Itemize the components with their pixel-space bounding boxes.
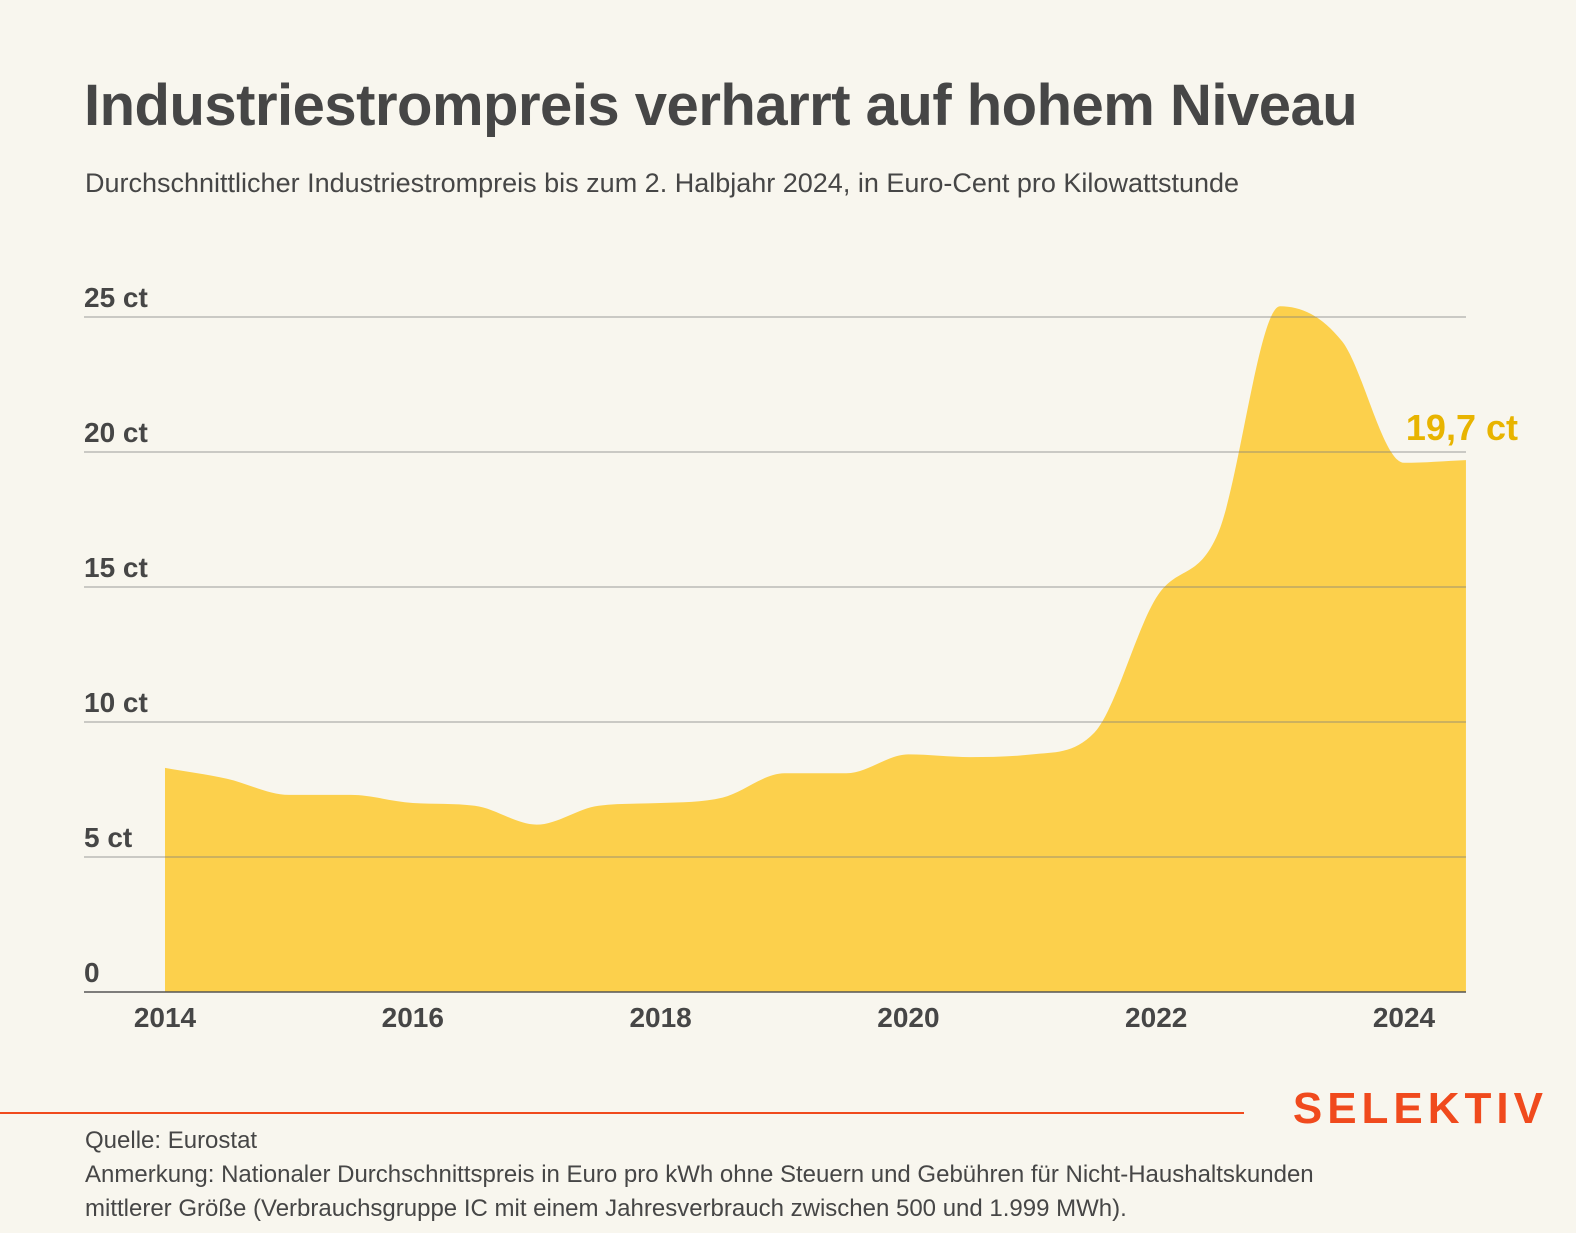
x-tick-label: 2020	[877, 1002, 939, 1033]
x-tick-label: 2016	[382, 1002, 444, 1033]
chart-title: Industriestrompreis verharrt auf hohem N…	[84, 73, 1358, 138]
brand-divider	[0, 1112, 1244, 1114]
grid-overlay	[84, 316, 1466, 993]
chart-subtitle: Durchschnittlicher Industriestrompreis b…	[85, 168, 1240, 198]
y-tick-label: 20 ct	[84, 417, 148, 448]
note-line-1: Anmerkung: Nationaler Durchschnittspreis…	[85, 1161, 1314, 1188]
x-tick-label: 2014	[134, 1002, 197, 1033]
y-tick-label: 15 ct	[84, 552, 148, 583]
y-tick-label: 0	[84, 957, 100, 988]
note-line-2: mittlerer Größe (Verbrauchsgruppe IC mit…	[85, 1195, 1127, 1222]
x-axis-labels: 2014 2016 2018 2020 2022 2024	[134, 1002, 1436, 1033]
brand-logo: SELEKTIV	[1292, 1084, 1548, 1133]
price-area	[165, 306, 1466, 992]
y-axis-labels: 0 5 ct 10 ct 15 ct 20 ct 25 ct	[84, 282, 148, 988]
y-tick-label: 25 ct	[84, 282, 148, 313]
x-tick-label: 2018	[629, 1002, 691, 1033]
source-line: Quelle: Eurostat	[85, 1127, 258, 1154]
y-tick-label: 10 ct	[84, 687, 148, 718]
x-tick-label: 2024	[1373, 1002, 1436, 1033]
x-tick-label: 2022	[1125, 1002, 1187, 1033]
source-notes: Quelle: Eurostat Anmerkung: Nationaler D…	[85, 1124, 1314, 1226]
y-tick-label: 5 ct	[84, 822, 132, 853]
end-value-label: 19,7 ct	[1406, 407, 1518, 448]
